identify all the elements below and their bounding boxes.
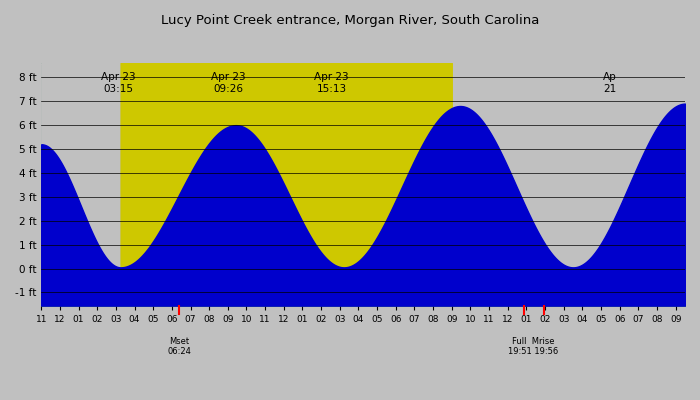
Text: Mset
06:24: Mset 06:24 — [167, 337, 191, 356]
Text: Apr 23
03:15: Apr 23 03:15 — [101, 72, 135, 94]
Text: Full  Mrise
19:51 19:56: Full Mrise 19:51 19:56 — [508, 337, 558, 356]
Text: Ap
21: Ap 21 — [603, 72, 617, 94]
Text: Lucy Point Creek entrance, Morgan River, South Carolina: Lucy Point Creek entrance, Morgan River,… — [161, 14, 539, 27]
Text: Apr 23
15:13: Apr 23 15:13 — [314, 72, 349, 94]
Text: Apr 23
09:26: Apr 23 09:26 — [211, 72, 246, 94]
